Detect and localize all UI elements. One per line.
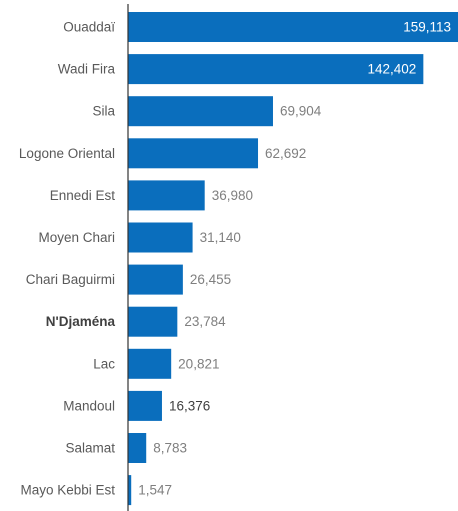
category-label-wadi-fira: Wadi Fira xyxy=(58,62,116,77)
value-label-wadi-fira: 142,402 xyxy=(368,62,417,77)
category-label-lac: Lac xyxy=(93,356,115,371)
bar-sila xyxy=(128,96,273,127)
category-label-n-djam-na: N'Djaména xyxy=(46,314,116,329)
value-labels: 159,113 142,402 69,904 62,692 36,980 31,140 26… xyxy=(138,20,451,498)
category-label-ouadda: Ouaddaï xyxy=(63,20,115,35)
value-label-ouadda: 159,113 xyxy=(403,20,451,35)
bar-mayo-kebbi-est xyxy=(128,475,132,506)
bar-moyen-chari xyxy=(128,222,193,253)
bar-lac xyxy=(128,348,172,379)
category-label-moyen-chari: Moyen Chari xyxy=(38,230,115,245)
category-label-mandoul: Mandoul xyxy=(63,398,115,413)
category-label-mayo-kebbi-est: Mayo Kebbi Est xyxy=(20,483,115,498)
bar-n-djam-na xyxy=(128,306,178,337)
category-label-sila: Sila xyxy=(92,104,115,119)
category-label-chari-baguirmi: Chari Baguirmi xyxy=(26,272,115,287)
value-label-mandoul: 16,376 xyxy=(169,398,210,413)
category-label-logone-oriental: Logone Oriental xyxy=(19,146,115,161)
bar-salamat xyxy=(128,433,147,463)
value-label-sila: 69,904 xyxy=(280,104,322,119)
value-label-lac: 20,821 xyxy=(178,356,219,371)
category-labels: Ouaddaï Wadi Fira Sila Logone Oriental Enned… xyxy=(19,20,116,498)
bar-ouadda xyxy=(128,12,458,42)
value-label-n-djam-na: 23,784 xyxy=(184,314,226,329)
bars-group xyxy=(128,12,458,506)
value-label-mayo-kebbi-est: 1,547 xyxy=(138,483,172,498)
value-label-moyen-chari: 31,140 xyxy=(200,230,241,245)
value-label-logone-oriental: 62,692 xyxy=(265,146,306,161)
bar-ennedi-est xyxy=(128,180,205,211)
value-label-ennedi-est: 36,980 xyxy=(212,188,253,203)
bar-chari-baguirmi xyxy=(128,264,183,295)
category-label-salamat: Salamat xyxy=(65,441,115,456)
value-label-chari-baguirmi: 26,455 xyxy=(190,272,231,287)
bar-mandoul xyxy=(128,390,162,421)
value-label-salamat: 8,783 xyxy=(153,441,187,456)
category-label-ennedi-est: Ennedi Est xyxy=(50,188,116,203)
bar-wadi-fira xyxy=(128,54,424,85)
bar-logone-oriental xyxy=(128,138,259,169)
